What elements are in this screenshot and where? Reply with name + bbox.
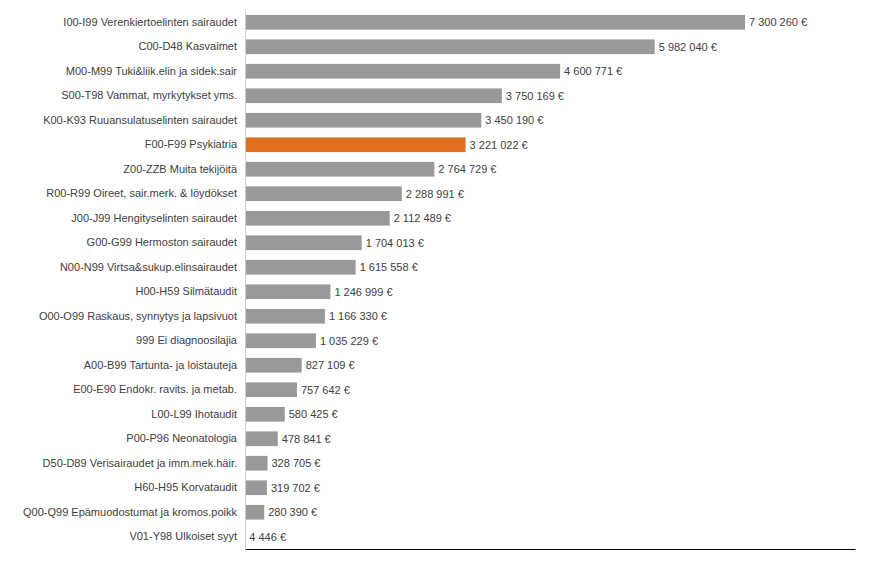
y-tick-label: Z00-ZZB Muita tekijöitä	[123, 163, 238, 175]
data-label: 328 705 €	[272, 457, 321, 469]
data-label: 580 425 €	[289, 408, 338, 420]
y-tick-label: C00-D48 Kasvaimet	[139, 40, 237, 52]
bar	[245, 505, 264, 520]
bar	[245, 333, 316, 348]
data-label: 4 446 €	[249, 531, 286, 543]
data-label: 5 982 040 €	[659, 41, 717, 53]
data-label: 1 166 330 €	[329, 310, 387, 322]
data-label: 7 300 260 €	[749, 16, 807, 28]
y-tick: A00-B99 Tartunta- ja loistauteja	[84, 359, 238, 371]
y-tick-label: N00-N99 Virtsa&sukup.elinsairaudet	[60, 261, 237, 273]
data-label: 478 841 €	[282, 433, 331, 445]
y-tick-label: A00-B99 Tartunta- ja loistauteja	[84, 359, 238, 371]
bar	[245, 64, 560, 79]
y-tick: I00-I99 Verenkiertoelinten sairaudet	[63, 16, 237, 28]
y-tick-label: R00-R99 Oireet, sair.merk. & löydökset	[46, 187, 237, 199]
x-axis-line	[246, 549, 856, 550]
data-label: 280 390 €	[268, 506, 317, 518]
data-label: 3 221 022 €	[470, 139, 528, 151]
bar	[245, 358, 302, 373]
y-tick-label: Q00-Q99 Epämuodostumat ja kromos.poikk	[23, 506, 237, 518]
y-tick-label: 999 Ei diagnoosilajia	[136, 334, 238, 346]
y-tick: D50-D89 Verisairaudet ja imm.mek.häir.	[43, 457, 237, 469]
y-tick: P00-P96 Neonatologia	[126, 432, 238, 444]
y-tick-label: D50-D89 Verisairaudet ja imm.mek.häir.	[43, 457, 237, 469]
bar	[245, 211, 390, 226]
bar	[245, 284, 330, 299]
data-label: 1 246 999 €	[334, 286, 392, 298]
y-tick-label: F00-F99 Psykiatria	[145, 138, 238, 150]
data-label: 3 750 169 €	[506, 90, 564, 102]
y-tick-label: G00-G99 Hermoston sairaudet	[87, 236, 237, 248]
data-label: 1 615 558 €	[360, 261, 418, 273]
data-label: 2 112 489 €	[394, 212, 451, 224]
bar	[245, 162, 434, 177]
data-label: 827 109 €	[306, 359, 355, 371]
y-tick-label: I00-I99 Verenkiertoelinten sairaudet	[63, 16, 237, 28]
x-axis	[246, 549, 856, 550]
bar	[245, 137, 466, 152]
y-tick-label: S00-T98 Vammat, myrkytykset yms.	[61, 89, 237, 101]
bar	[245, 431, 278, 446]
data-label: 319 702 €	[271, 482, 320, 494]
bar	[245, 480, 267, 495]
y-tick-label: E00-E90 Endokr. ravits. ja metab.	[73, 383, 237, 395]
chart-container: I00-I99 Verenkiertoelinten sairaudet C00-…	[0, 0, 875, 567]
y-tick: Z00-ZZB Muita tekijöitä	[123, 163, 238, 175]
bars	[245, 15, 745, 544]
y-tick-label: P00-P96 Neonatologia	[126, 432, 238, 444]
bar	[245, 235, 362, 250]
bar	[245, 88, 502, 103]
y-tick-label: J00-J99 Hengityselinten sairaudet	[71, 212, 237, 224]
y-tick: C00-D48 Kasvaimet	[139, 40, 237, 52]
y-tick-label: V01-Y98 Ulkoiset syyt	[129, 530, 237, 542]
y-axis-line	[245, 11, 246, 550]
plot-area: I00-I99 Verenkiertoelinten sairaudet C00-…	[23, 11, 856, 550]
data-label: 2 288 991 €	[406, 188, 464, 200]
y-tick: O00-O99 Raskaus, synnytys ja lapsivuot	[39, 310, 237, 322]
y-tick: H00-H59 Silmätaudit	[136, 285, 238, 297]
y-tick: S00-T98 Vammat, myrkytykset yms.	[61, 89, 237, 101]
y-tick: E00-E90 Endokr. ravits. ja metab.	[73, 383, 237, 395]
data-labels: 7 300 260 € 5 982 040 € 4 600 771 € 3 750 1…	[249, 16, 807, 543]
bar	[245, 407, 285, 422]
bar	[245, 113, 481, 128]
bar	[245, 382, 297, 397]
y-tick: N00-N99 Virtsa&sukup.elinsairaudet	[60, 261, 237, 273]
bar	[245, 309, 325, 324]
bar	[245, 260, 356, 275]
y-tick: 999 Ei diagnoosilajia	[136, 334, 238, 346]
y-axis: I00-I99 Verenkiertoelinten sairaudet C00-…	[23, 11, 246, 550]
chart: I00-I99 Verenkiertoelinten sairaudet C00-…	[0, 0, 875, 567]
y-tick: G00-G99 Hermoston sairaudet	[87, 236, 237, 248]
y-tick-label: M00-M99 Tuki&liik.elin ja sidek.sair	[66, 65, 238, 77]
bar	[245, 186, 402, 201]
data-label: 757 642 €	[301, 384, 350, 396]
y-tick-label: O00-O99 Raskaus, synnytys ja lapsivuot	[39, 310, 237, 322]
y-tick: M00-M99 Tuki&liik.elin ja sidek.sair	[66, 65, 238, 77]
bar	[245, 39, 655, 54]
bar	[245, 15, 745, 30]
data-label: 2 764 729 €	[438, 163, 496, 175]
data-label: 1 704 013 €	[366, 237, 424, 249]
y-tick: J00-J99 Hengityselinten sairaudet	[71, 212, 237, 224]
bar	[245, 456, 268, 471]
y-tick-label: H60-H95 Korvataudit	[134, 481, 237, 493]
y-tick: H60-H95 Korvataudit	[134, 481, 237, 493]
y-tick-label: K00-K93 Ruuansulatuselinten sairaudet	[43, 114, 237, 126]
y-tick: V01-Y98 Ulkoiset syyt	[129, 530, 237, 542]
y-tick: K00-K93 Ruuansulatuselinten sairaudet	[43, 114, 237, 126]
y-tick: R00-R99 Oireet, sair.merk. & löydökset	[46, 187, 237, 199]
data-label: 3 450 190 €	[485, 114, 543, 126]
data-label: 1 035 229 €	[320, 335, 378, 347]
y-tick: L00-L99 Ihotaudit	[151, 408, 237, 420]
y-tick: Q00-Q99 Epämuodostumat ja kromos.poikk	[23, 506, 237, 518]
y-tick: F00-F99 Psykiatria	[145, 138, 238, 150]
y-tick-label: H00-H59 Silmätaudit	[136, 285, 238, 297]
y-tick-label: L00-L99 Ihotaudit	[151, 408, 237, 420]
data-label: 4 600 771 €	[564, 65, 622, 77]
